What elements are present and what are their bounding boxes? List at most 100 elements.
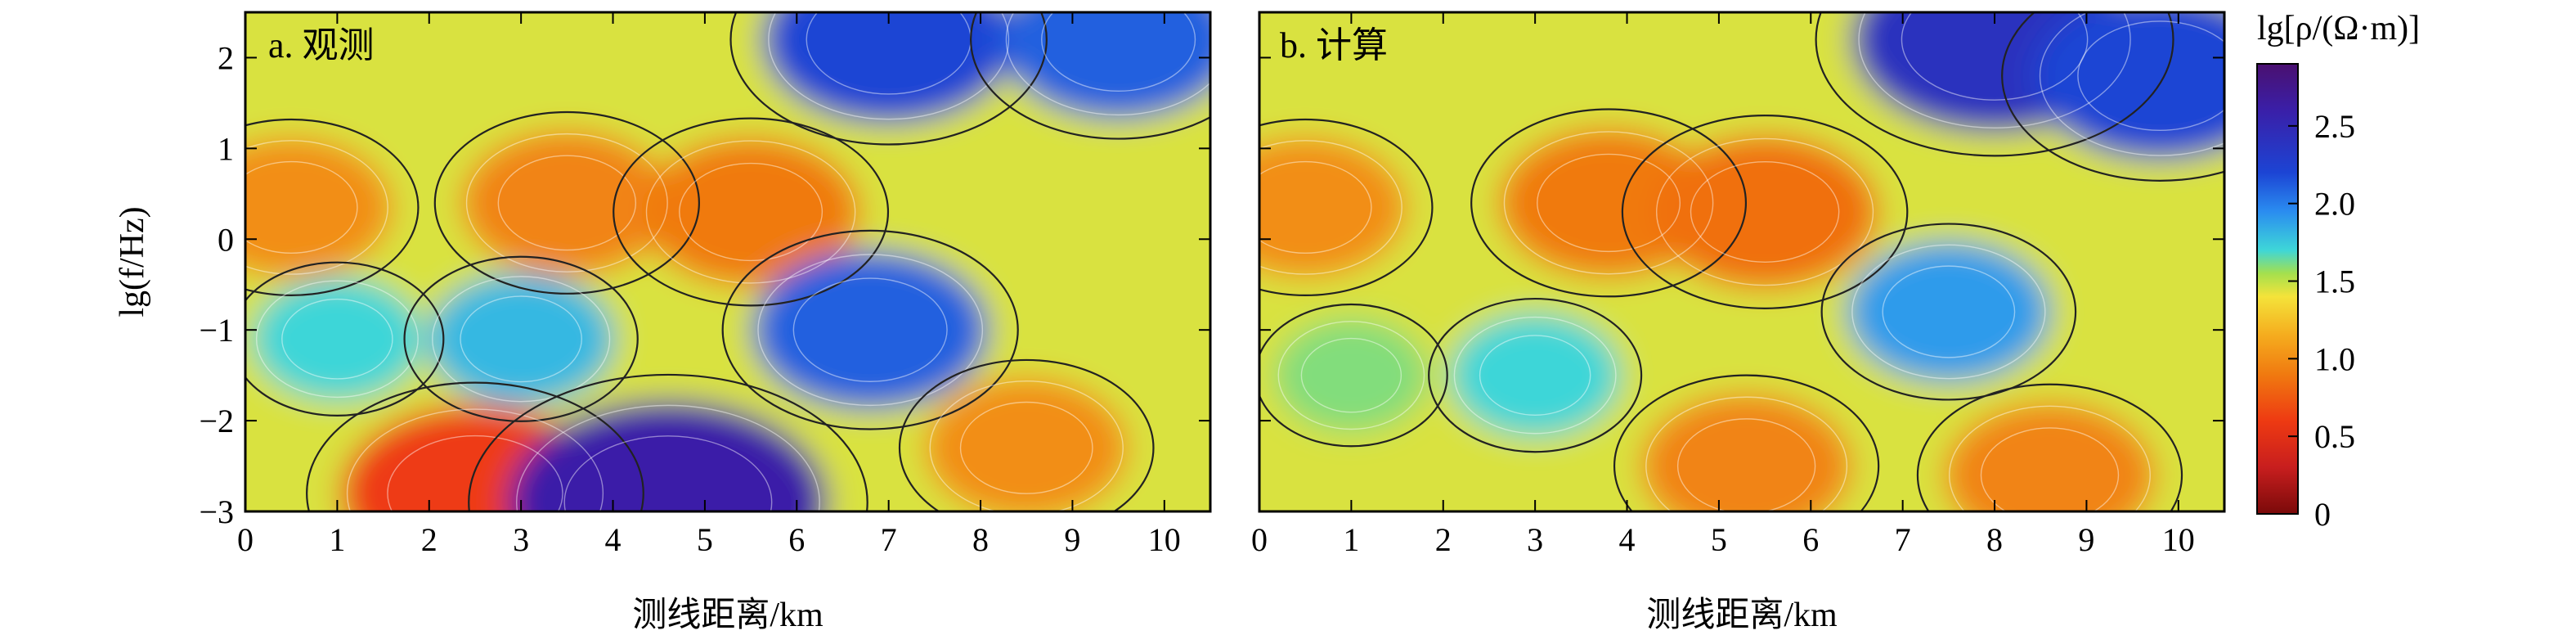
contour-line: [970, 12, 1210, 140]
x-tick-label: 4: [1619, 521, 1636, 558]
x-axis-label-a: 测线距离/km: [632, 596, 824, 634]
contour-line: [281, 298, 393, 380]
contour-line: [768, 12, 1010, 120]
contour-line: [645, 140, 856, 284]
x-tick-label: 9: [1064, 521, 1080, 558]
heatmap-b-contours: [1259, 12, 2224, 511]
contour-line: [245, 140, 388, 275]
contour-line: [898, 358, 1155, 511]
contour-line: [1645, 396, 1848, 511]
contour-line: [1041, 12, 1196, 92]
contour-line: [387, 435, 563, 511]
contour-line: [757, 254, 984, 407]
colorbar-tick-label: 0: [2314, 496, 2331, 533]
heatmap-feature: [1000, 12, 1210, 119]
heatmap-feature: [1259, 137, 1407, 278]
heatmap-feature: [762, 12, 1016, 124]
contour-line: [1300, 337, 1402, 413]
x-tick-label: 1: [1343, 521, 1359, 558]
colorbar-tick-label: 0.5: [2314, 418, 2355, 455]
heatmap-feature: [461, 130, 673, 276]
heatmap-feature: [1847, 241, 2051, 382]
x-axis-label-b: 测线距离/km: [1646, 596, 1838, 634]
y-tick-label: 0: [218, 221, 234, 258]
x-tick-label: 6: [788, 521, 805, 558]
contour-line: [792, 277, 948, 382]
x-tick-label: 2: [421, 521, 438, 558]
contour-line: [563, 435, 773, 511]
contour-line: [432, 276, 611, 403]
contour-line: [1259, 303, 1448, 448]
heatmap-a-field: [245, 12, 1210, 511]
contour-line: [1453, 316, 1617, 435]
contour-line: [516, 404, 820, 511]
heatmap-feature: [252, 277, 423, 401]
x-tick-label: 3: [1527, 521, 1543, 558]
heatmap-feature: [1640, 393, 1852, 511]
heatmap-feature: [925, 377, 1129, 511]
contour-line: [460, 295, 582, 383]
x-tick-label: 5: [1711, 521, 1727, 558]
contour-line: [1858, 12, 2131, 128]
heatmap-feature: [1450, 313, 1621, 437]
colorbar-tick-label: 1.5: [2314, 263, 2355, 300]
contour-line: [245, 261, 445, 417]
x-tick-label: 8: [972, 521, 989, 558]
contour-line: [1882, 265, 2016, 358]
plot-b-frame: [1258, 11, 2226, 513]
contour-line: [1949, 405, 2151, 511]
heatmap-a-contours: [245, 12, 1210, 511]
x-tick-label: 2: [1435, 521, 1452, 558]
contour-line: [468, 373, 868, 511]
y-tick-label: 2: [218, 39, 234, 76]
y-tick-label: −2: [199, 403, 234, 439]
contour-line: [497, 155, 637, 251]
contour-line: [433, 110, 700, 295]
x-tick-label: 8: [1986, 521, 2003, 558]
x-tick-label: 3: [513, 521, 529, 558]
x-tick-label: 7: [881, 521, 897, 558]
contour-line: [1901, 12, 2089, 101]
heatmap-feature: [428, 272, 615, 405]
heatmap-feature: [752, 250, 989, 410]
x-tick-label: 10: [2162, 521, 2195, 558]
plot-b-ticks: 0 1 2 3 4 5 6 7 8 9 10: [1251, 12, 2224, 558]
contour-line: [403, 255, 639, 422]
contour-line: [1428, 297, 1643, 453]
contour-line: [959, 401, 1093, 494]
contour-line: [1259, 160, 1372, 254]
contour-line: [1470, 108, 1748, 298]
contour-line: [1676, 418, 1816, 511]
contour-line: [1613, 374, 1880, 511]
x-tick-label: 9: [2078, 521, 2094, 558]
heatmap-b-field: [1259, 12, 2224, 511]
colorbar-tick-label: 2.0: [2314, 186, 2355, 223]
contour-line: [613, 117, 890, 307]
colorbar: lg[ρ/(Ω·m)] 2.5 2.0 1.5 1.0 0.5 0: [2256, 10, 2420, 533]
heatmap-feature: [245, 137, 393, 278]
contour-line: [346, 408, 604, 511]
contour-line: [721, 229, 1019, 430]
contour-line: [2001, 12, 2224, 182]
panel-b-title: b. 计算: [1280, 25, 1388, 65]
heatmap-feature: [509, 400, 828, 511]
contour-line: [1656, 137, 1874, 286]
heatmap-feature: [1944, 402, 2156, 511]
contour-line: [679, 162, 824, 262]
x-tick-label: 1: [329, 521, 345, 558]
contour-line: [255, 280, 419, 399]
x-tick-label: 10: [1148, 521, 1181, 558]
panel-a-title: a. 观测: [268, 25, 375, 65]
contour-line: [1259, 118, 1434, 296]
y-axis-label: lg(f/Hz): [114, 206, 151, 317]
plot-a-frame: [244, 11, 1212, 513]
panel-b: 0 1 2 3 4 5 6 7 8 9 10 b. 计算 测线距离/km: [1251, 11, 2226, 634]
x-tick-label: 4: [605, 521, 622, 558]
colorbar-ticks: 2.5 2.0 1.5 1.0 0.5 0: [2288, 108, 2355, 533]
y-tick-label: −3: [199, 493, 234, 530]
contour-line: [929, 381, 1124, 511]
heatmap-feature: [2033, 12, 2224, 160]
colorbar-tick-label: 1.0: [2314, 340, 2355, 377]
